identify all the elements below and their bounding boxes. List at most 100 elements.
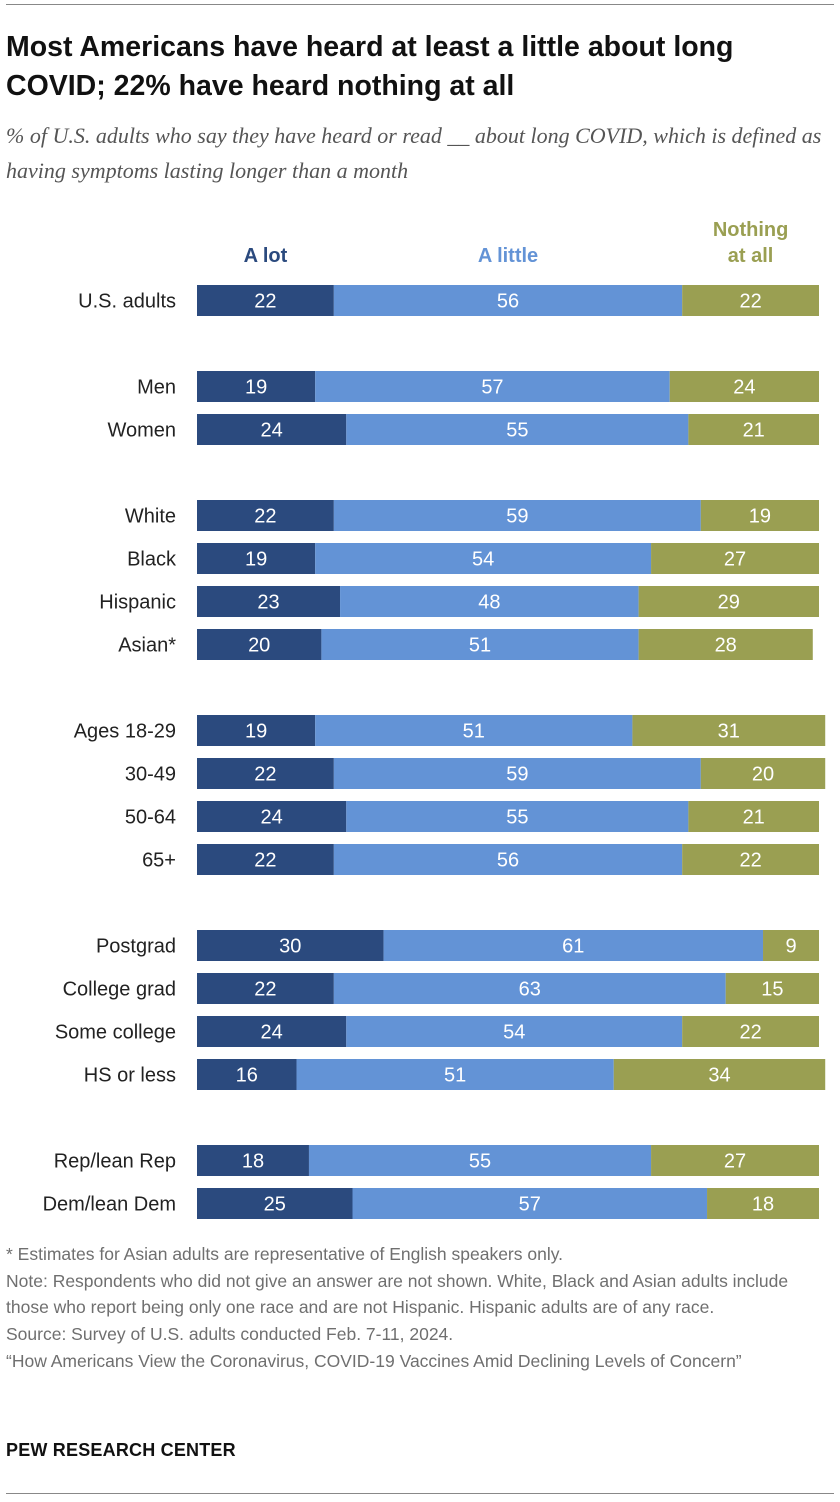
bar-segment-a-lot (197, 629, 322, 660)
bar-segment-a-lot (197, 844, 334, 875)
bar-segment-a-little (340, 586, 639, 617)
bar-segment-a-lot (197, 801, 347, 832)
bar-segment-nothing-at-all (725, 973, 819, 1004)
bar-segment-nothing-at-all (638, 629, 813, 660)
data-label-a-little: 51 (469, 635, 491, 657)
data-label-nothing-at-all: 20 (752, 764, 774, 786)
report-citation: “How Americans View the Coronavirus, COV… (6, 1350, 742, 1371)
data-label-a-lot: 24 (261, 1022, 283, 1044)
data-label-nothing-at-all: 19 (749, 506, 771, 528)
bar-segment-a-lot (197, 758, 334, 789)
category-label: College grad (63, 979, 176, 1001)
bar-segment-a-lot (197, 930, 384, 961)
data-label-a-little: 48 (478, 592, 500, 614)
bar-segment-nothing-at-all (700, 500, 819, 531)
data-label-nothing-at-all: 21 (743, 420, 765, 442)
bar-segment-nothing-at-all (613, 1059, 826, 1090)
category-label: U.S. adults (78, 291, 176, 313)
bar-segment-a-lot (197, 715, 316, 746)
bar-segment-a-little (315, 715, 633, 746)
bar-segment-a-lot (197, 371, 316, 402)
data-label-a-lot: 16 (236, 1065, 258, 1087)
bar-segment-nothing-at-all (632, 715, 826, 746)
category-label: 50-64 (125, 807, 176, 829)
data-label-nothing-at-all: 27 (724, 549, 746, 571)
data-label-nothing-at-all: 22 (739, 291, 761, 313)
data-label-a-little: 59 (506, 764, 528, 786)
bar-segment-a-little (346, 1016, 683, 1047)
data-label-a-little: 63 (519, 979, 541, 1001)
legend-a-lot-label: A lot (244, 245, 288, 267)
data-label-nothing-at-all: 9 (785, 936, 796, 958)
bar-segment-a-little (333, 500, 701, 531)
chart-subtitle: % of U.S. adults who say they have heard… (6, 123, 822, 183)
category-label: Women (107, 420, 176, 442)
category-label: Some college (55, 1022, 176, 1044)
bottom-rule (6, 1493, 834, 1494)
bar-segment-a-little (333, 844, 683, 875)
bar-segment-a-little (346, 414, 689, 445)
data-label-a-little: 57 (481, 377, 503, 399)
category-label: Rep/lean Rep (54, 1151, 176, 1173)
bar-segment-a-little (383, 930, 764, 961)
legend-a-little-label: A little (478, 245, 538, 267)
bar-segment-nothing-at-all (688, 801, 819, 832)
category-label: White (125, 506, 176, 528)
category-label: Dem/lean Dem (43, 1194, 176, 1216)
bar-segment-a-lot (197, 1016, 347, 1047)
data-label-a-little: 55 (469, 1151, 491, 1173)
category-label: Hispanic (99, 592, 176, 614)
bar-segment-a-lot (197, 973, 334, 1004)
data-label-a-little: 61 (562, 936, 584, 958)
bar-segment-nothing-at-all (682, 1016, 819, 1047)
data-label-a-lot: 25 (264, 1194, 286, 1216)
bar-segment-nothing-at-all (651, 543, 819, 574)
bar-segment-a-lot (197, 500, 334, 531)
bar-segment-a-lot (197, 1188, 353, 1219)
data-label-nothing-at-all: 18 (752, 1194, 774, 1216)
legend-nothing-at-all-label: at all (728, 245, 774, 267)
data-label-a-lot: 23 (257, 592, 279, 614)
data-label-nothing-at-all: 31 (718, 721, 740, 743)
data-label-a-lot: 24 (261, 420, 283, 442)
asterisk-note: * Estimates for Asian adults are represe… (6, 1244, 564, 1264)
top-rule (6, 4, 834, 5)
data-label-a-little: 55 (506, 420, 528, 442)
bar-segment-nothing-at-all (682, 844, 819, 875)
data-label-a-lot: 20 (248, 635, 270, 657)
source-note: Source: Survey of U.S. adults conducted … (6, 1324, 454, 1345)
bar-segment-nothing-at-all (638, 586, 819, 617)
data-label-nothing-at-all: 15 (761, 979, 783, 1001)
data-label-a-lot: 22 (254, 764, 276, 786)
bar-segment-a-lot (197, 414, 347, 445)
category-label: Ages 18-29 (74, 721, 176, 743)
data-label-a-little: 57 (519, 1194, 541, 1216)
bar-segment-a-little (308, 1145, 652, 1176)
data-label-nothing-at-all: 21 (743, 807, 765, 829)
bar-segment-a-lot (197, 285, 334, 316)
data-label-a-little: 51 (444, 1065, 466, 1087)
data-label-a-lot: 19 (245, 721, 267, 743)
data-label-nothing-at-all: 29 (718, 592, 740, 614)
category-label: HS or less (84, 1065, 176, 1087)
bar-segment-a-little (352, 1188, 708, 1219)
data-label-a-little: 54 (503, 1022, 525, 1044)
bar-segment-nothing-at-all (669, 371, 819, 402)
category-label: Postgrad (96, 936, 176, 958)
bar-segment-a-little (333, 285, 683, 316)
data-label-a-lot: 22 (254, 291, 276, 313)
data-label-a-little: 51 (463, 721, 485, 743)
category-label: 30-49 (125, 764, 176, 786)
data-label-a-lot: 22 (254, 979, 276, 1001)
pew-research-center-logo: PEW RESEARCH CENTER (6, 1440, 236, 1460)
bar-segment-a-lot (197, 1145, 309, 1176)
data-label-a-lot: 18 (242, 1151, 264, 1173)
bar-segment-nothing-at-all (763, 930, 819, 961)
data-label-a-lot: 24 (261, 807, 283, 829)
data-label-nothing-at-all: 34 (708, 1065, 730, 1087)
chart-title: Most Americans have heard at least a lit… (6, 31, 734, 102)
data-label-nothing-at-all: 22 (739, 1022, 761, 1044)
bar-segment-a-little (333, 758, 701, 789)
category-label: Black (127, 549, 177, 571)
bar-segment-a-little (333, 973, 726, 1004)
